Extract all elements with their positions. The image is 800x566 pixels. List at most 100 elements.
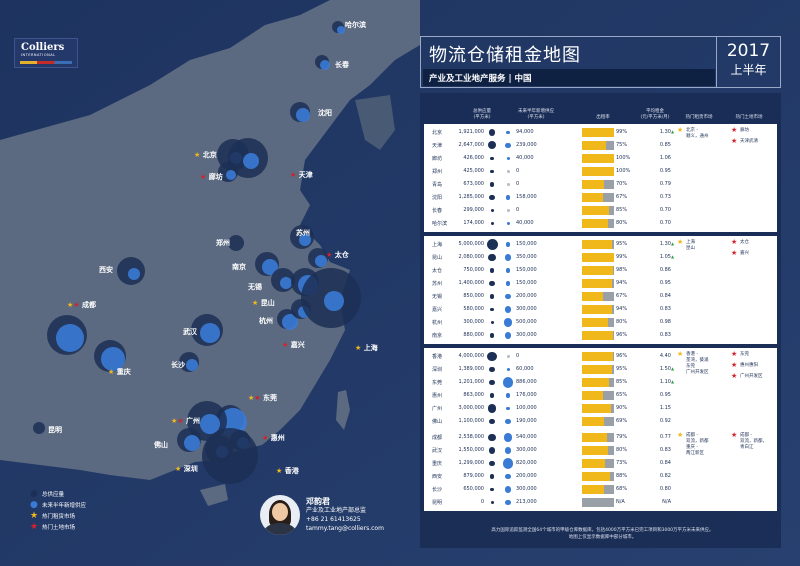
supply-dot — [505, 268, 511, 273]
row-stock: 3,000,000 — [458, 405, 484, 411]
table-row: 长沙 650,000 300,000 68% 0.80 — [424, 483, 777, 496]
map-city-label: 长春 — [335, 61, 349, 69]
occupancy-bar — [582, 498, 614, 507]
supply-dot — [505, 418, 511, 425]
row-stock: 299,000 — [463, 207, 484, 213]
row-supply: 150,000 — [516, 280, 537, 286]
row-supply: 350,000 — [516, 254, 537, 260]
occupancy-bar — [582, 253, 614, 262]
hot-land-market: ★ 成都 - 双流，新都， 青白江 — [731, 431, 767, 451]
row-stock: 673,000 — [463, 181, 484, 187]
stock-dot — [490, 307, 494, 312]
row-stock: 300,000 — [463, 319, 484, 325]
row-stock: 5,000,000 — [458, 241, 484, 247]
occupancy-fill — [582, 331, 613, 340]
row-rent: 1.10 — [659, 379, 671, 385]
map-city-label: 佛山 — [154, 441, 168, 449]
logo-name: Colliers — [21, 42, 65, 53]
table-row: 上海 5,000,000 150,000 95% 1.30 ▲ — [424, 238, 777, 251]
map-city-label: 昆明 — [48, 426, 62, 434]
row-city: 成都 — [432, 435, 443, 441]
supply-bubble — [128, 268, 140, 280]
supply-dot — [505, 281, 511, 286]
col-hot-leasing: 热门租赁市场 — [685, 115, 713, 120]
row-occupancy: 95% — [616, 366, 628, 372]
row-stock: 580,000 — [463, 306, 484, 312]
row-occupancy: 88% — [616, 473, 628, 479]
occupancy-fill — [582, 459, 606, 468]
occupancy-bar — [582, 331, 614, 340]
occupancy-bar — [582, 318, 614, 327]
supply-bubble — [337, 26, 345, 34]
occupancy-bar — [582, 206, 614, 215]
row-city: 昆山 — [432, 255, 443, 261]
row-stock: 0 — [480, 499, 484, 505]
row-rent: 0.83 — [659, 306, 671, 312]
row-stock: 879,000 — [463, 473, 484, 479]
occupancy-bar — [582, 352, 614, 361]
region-section: 香港 4,000,000 0 96% 4.40 深圳 1,389,000 60,000 95% 1… — [424, 348, 777, 430]
colliers-logo: Colliers INTERNATIONAL — [14, 38, 78, 68]
city-bubbles — [33, 21, 361, 484]
table-row: 嘉兴 580,000 300,000 94% 0.83 — [424, 303, 777, 316]
row-occupancy: 80% — [616, 447, 628, 453]
map-city-label: ★★ 广州 — [171, 417, 200, 425]
occupancy-bar — [582, 485, 614, 494]
row-city: 太仓 — [432, 268, 443, 274]
row-city: 天津 — [432, 143, 443, 149]
stock-dot — [490, 209, 494, 212]
red-star-icon: ★ — [30, 522, 39, 532]
contact-info: 邓韵君 产业及工业地产部总监 +86 21 61413625 tammy.tan… — [306, 497, 384, 533]
stock-dot — [488, 129, 496, 136]
col-occupancy: 出租率 — [596, 115, 610, 120]
supply-dot — [506, 222, 510, 225]
stock-dot — [489, 182, 494, 187]
supply-dot — [505, 242, 511, 247]
row-stock: 1,550,000 — [458, 447, 484, 453]
occupancy-fill — [582, 141, 606, 150]
stock-dot — [488, 447, 496, 454]
table-row: 重庆 1,299,000 820,000 73% 0.84 — [424, 457, 777, 470]
occupancy-bar — [582, 180, 614, 189]
occupancy-fill — [582, 154, 614, 163]
row-rent: 1.30 — [659, 129, 671, 135]
row-stock: 174,000 — [463, 220, 484, 226]
supply-dot — [506, 170, 510, 173]
region-section: 上海 5,000,000 150,000 95% 1.30 ▲ 昆山 2,080,000 350… — [424, 236, 777, 344]
row-city: 武汉 — [432, 448, 443, 454]
occupancy-bar — [582, 292, 614, 301]
table-row: 天津 2,647,000 239,000 75% 0.85 — [424, 139, 777, 152]
occupancy-fill — [582, 167, 614, 176]
supply-dot — [502, 377, 514, 388]
row-rent: 0.77 — [659, 434, 671, 440]
table-row: 长春 299,000 0 85% 0.70 — [424, 204, 777, 217]
map-city-label: 苏州 — [296, 229, 310, 237]
row-occupancy: 67% — [616, 293, 628, 299]
row-city: 南京 — [432, 333, 443, 339]
year-box: 2017 上半年 — [716, 37, 780, 87]
region-section: 成都 2,538,000 540,000 79% 0.77 武汉 1,550,000 300,… — [424, 429, 777, 511]
occupancy-fill — [582, 128, 614, 137]
supply-dot — [506, 130, 510, 135]
occupancy-fill — [582, 365, 613, 374]
table-row: 杭州 300,000 500,000 80% 0.98 — [424, 316, 777, 329]
row-city: 青岛 — [432, 182, 443, 188]
stock-bubble — [202, 428, 258, 484]
supply-dot — [502, 458, 514, 469]
row-supply: 0 — [516, 181, 520, 187]
occupancy-bar — [582, 404, 614, 413]
stock-dot — [489, 294, 495, 299]
supply-dot — [503, 433, 513, 442]
row-city: 深圳 — [432, 367, 443, 373]
row-rent: 0.83 — [659, 447, 671, 453]
row-city: 广州 — [432, 406, 443, 412]
contact-email[interactable]: tammy.tang@colliers.com — [306, 525, 384, 532]
hot-leasing-markets: ★ 成都 - 双流，新都 重庆 - 两江新区 — [677, 431, 709, 457]
occupancy-bar — [582, 128, 614, 137]
legend: ● 总供应量 ● 未来半年新增供应 ★ 热门租赁市场 ★ 热门土地市场 — [30, 489, 86, 534]
occupancy-bar — [582, 417, 614, 426]
table-row: 香港 4,000,000 0 96% 4.40 — [424, 350, 777, 363]
occupancy-fill — [582, 193, 604, 202]
map-city-label: ★ 深圳 — [175, 465, 198, 473]
supply-dot — [504, 306, 512, 313]
